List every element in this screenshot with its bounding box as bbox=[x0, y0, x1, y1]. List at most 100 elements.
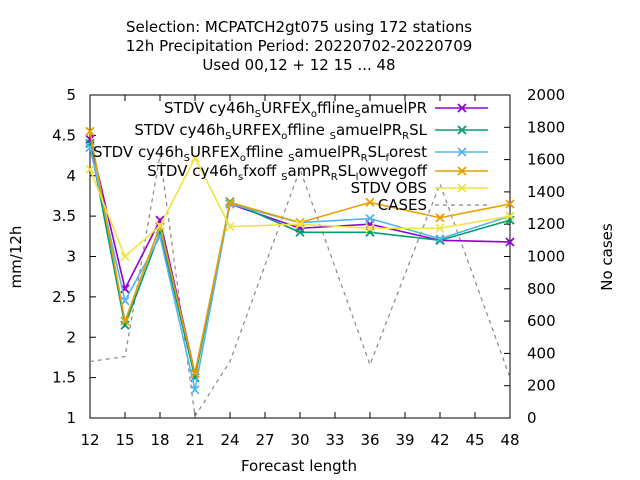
point-marker-stroke bbox=[155, 221, 165, 231]
legend-label-part: amPR bbox=[288, 162, 331, 180]
data-point bbox=[120, 316, 130, 326]
x-tick-label: 18 bbox=[150, 431, 169, 449]
legend-label-part: S bbox=[184, 153, 190, 164]
data-point bbox=[295, 217, 305, 228]
legend-label-part: STDV OBS bbox=[351, 179, 427, 197]
y2-tick-label: 1000 bbox=[527, 248, 565, 266]
series-line bbox=[89, 147, 511, 390]
x-tick-label: 33 bbox=[325, 431, 344, 449]
legend-label-part: STDV cy46h bbox=[134, 121, 225, 139]
legend-label: STDV OBS bbox=[351, 179, 427, 197]
series-layer bbox=[85, 126, 515, 419]
y-tick-label: 2 bbox=[66, 328, 76, 346]
y-tick-label: 4.5 bbox=[52, 126, 76, 144]
y2-tick-label: 200 bbox=[527, 377, 556, 395]
x-tick-label: 39 bbox=[395, 431, 414, 449]
legend-marker bbox=[457, 166, 467, 176]
data-point bbox=[85, 126, 95, 136]
legend-label-part: amuelPR bbox=[336, 121, 402, 139]
legend-label-part: owvegoff bbox=[358, 162, 427, 180]
y2-tick-label: 1200 bbox=[527, 215, 565, 233]
point-marker-stroke bbox=[457, 125, 467, 135]
legend-label-part: URFEX bbox=[261, 99, 311, 117]
x-tick-label: 36 bbox=[360, 431, 379, 449]
point-marker-stroke bbox=[505, 211, 515, 221]
y2-tick-label: 1800 bbox=[527, 118, 565, 136]
legend-label-part: o bbox=[240, 153, 246, 164]
point-marker-stroke bbox=[457, 103, 467, 113]
point-marker-stroke bbox=[457, 147, 467, 157]
point-marker-stroke bbox=[190, 368, 200, 379]
legend-label-part: S bbox=[330, 131, 336, 142]
legend-label-part: l bbox=[356, 172, 359, 183]
legend-marker bbox=[457, 147, 467, 157]
point-marker-stroke bbox=[120, 316, 130, 326]
x-tick-label: 42 bbox=[430, 431, 449, 449]
legend-label-part: ffline bbox=[317, 99, 354, 117]
x-tick-label: 45 bbox=[465, 431, 484, 449]
point-marker-stroke bbox=[295, 217, 305, 228]
point-marker-stroke bbox=[120, 251, 130, 262]
point-marker-stroke bbox=[85, 134, 95, 145]
point-marker-stroke bbox=[85, 138, 95, 149]
y2-tick-label: 0 bbox=[527, 409, 537, 427]
title-line-1: Selection: MCPATCH2gt075 using 172 stati… bbox=[126, 18, 472, 36]
y-tick-label: 1.5 bbox=[52, 369, 76, 387]
legend-label-part: S bbox=[255, 109, 261, 120]
x-tick-label: 21 bbox=[185, 431, 204, 449]
y2-axis-label: No cases bbox=[598, 223, 616, 291]
x-tick-label: 30 bbox=[290, 431, 309, 449]
legend-label-part: o bbox=[281, 131, 287, 142]
point-marker-stroke bbox=[365, 223, 375, 233]
point-marker-stroke bbox=[295, 227, 305, 237]
point-marker-stroke bbox=[295, 219, 305, 229]
title-line-2: 12h Precipitation Period: 20220702-20220… bbox=[126, 37, 473, 55]
legend-label-part: STDV cy46h bbox=[164, 99, 255, 117]
point-marker-stroke bbox=[505, 215, 515, 225]
legend-label: STDV cy46hSURFEXofflineSamuelPR bbox=[164, 99, 427, 120]
series-line bbox=[89, 154, 511, 419]
y-tick-label: 3.5 bbox=[52, 207, 76, 225]
data-point bbox=[190, 385, 200, 395]
data-point bbox=[365, 223, 375, 233]
data-point bbox=[435, 223, 445, 233]
x-tick-label: 24 bbox=[220, 431, 239, 449]
legend-label-part: SL bbox=[409, 121, 428, 139]
legend-label-part: S bbox=[288, 153, 294, 164]
point-marker-stroke bbox=[457, 166, 467, 176]
point-marker-stroke bbox=[435, 234, 445, 244]
point-marker-stroke bbox=[190, 153, 200, 163]
data-point bbox=[365, 197, 375, 208]
point-marker-stroke bbox=[435, 213, 445, 223]
point-marker-stroke bbox=[85, 126, 95, 136]
legend-label-part: fxoff bbox=[243, 162, 281, 180]
legend-label-part: f bbox=[386, 153, 390, 164]
y2-tick-label: 400 bbox=[527, 344, 556, 362]
legend-label-part: R bbox=[402, 131, 409, 142]
legend-marker bbox=[457, 125, 467, 135]
y2-tick-label: 800 bbox=[527, 280, 556, 298]
y-tick-label: 1 bbox=[66, 409, 76, 427]
y-tick-label: 3 bbox=[66, 248, 76, 266]
chart-title: Selection: MCPATCH2gt075 using 172 stati… bbox=[126, 18, 473, 74]
point-marker-stroke bbox=[190, 385, 200, 395]
x-tick-label: 27 bbox=[255, 431, 274, 449]
plot-area: 12 15 18 21 24 27 30 33 36 39 42 45 48 1 1.5 2 2.5 3 3.5 4 4… bbox=[52, 86, 565, 449]
data-point bbox=[85, 164, 95, 174]
point-marker-stroke bbox=[365, 213, 375, 224]
data-point bbox=[365, 227, 375, 237]
legend-label-part: S bbox=[225, 131, 231, 142]
y2-tick-label: 1400 bbox=[527, 183, 565, 201]
point-marker-stroke bbox=[457, 183, 467, 193]
legend-label-part: S bbox=[281, 172, 287, 183]
data-point bbox=[435, 213, 445, 223]
legend-label-part: amuelPR bbox=[361, 99, 427, 117]
legend-label-part: R bbox=[361, 153, 368, 164]
legend-label-part: amuelPR bbox=[294, 143, 360, 161]
data-point bbox=[435, 234, 445, 244]
y-tick-label: 2.5 bbox=[52, 288, 76, 306]
legend-label-part: URFEX bbox=[190, 143, 240, 161]
legend-label-part: STDV cy46h bbox=[93, 143, 184, 161]
point-marker-stroke bbox=[225, 221, 235, 232]
